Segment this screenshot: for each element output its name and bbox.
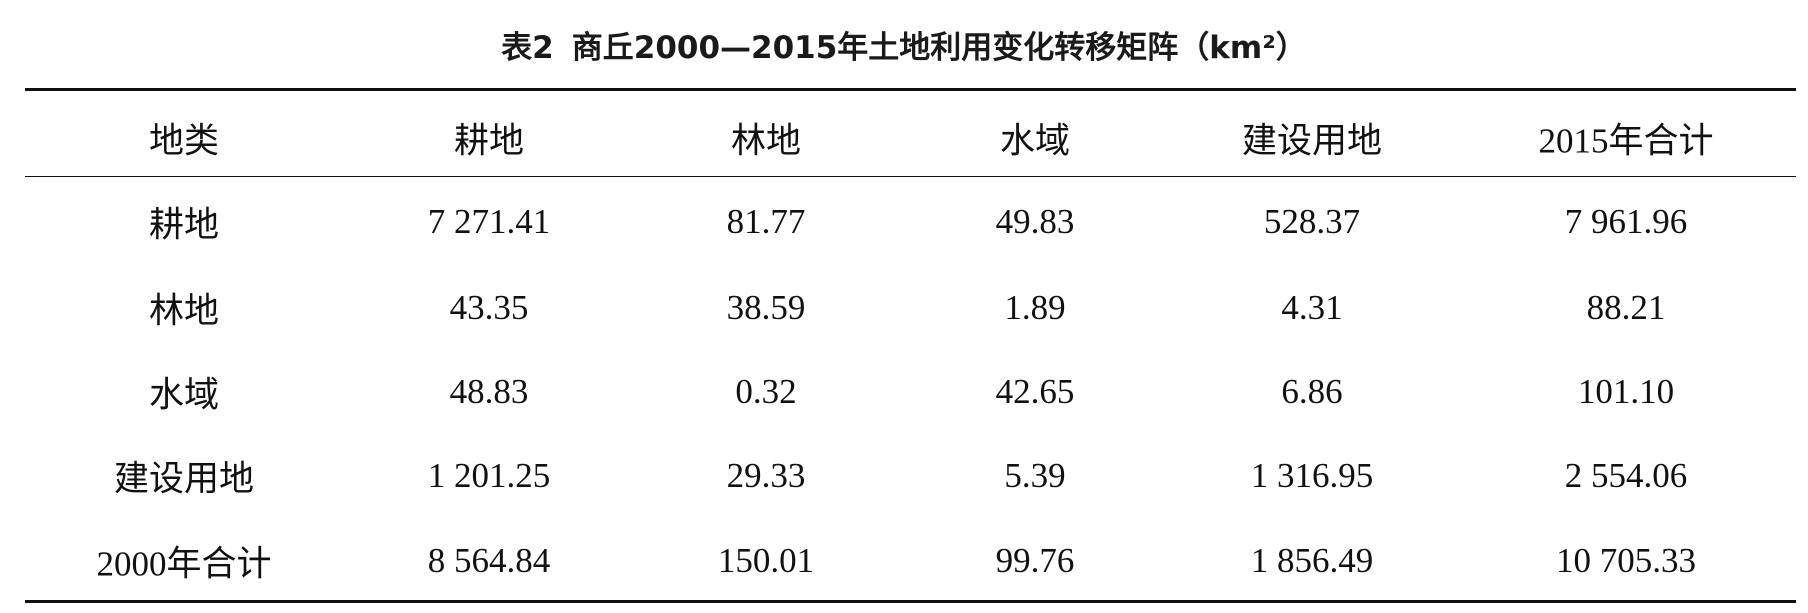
header-rule [25, 176, 1796, 177]
table-cell: 150.01 [717, 541, 815, 580]
table-cell: 29.33 [726, 456, 806, 495]
table-cell: 88.21 [1586, 288, 1666, 327]
table-cell: 7 961.96 [1564, 202, 1688, 241]
table-cell: 1 316.95 [1250, 456, 1374, 495]
row-label: 林地 [148, 291, 220, 331]
table-cell: 7 271.41 [427, 202, 551, 241]
table-cell: 8 564.84 [427, 541, 551, 580]
table-label: 表2 [501, 30, 554, 66]
title-text: 商丘2000—2015年土地利用变化转移矩阵（km²） [571, 30, 1307, 66]
table-cell: 0.32 [735, 372, 797, 411]
column-header: 耕地 [453, 121, 525, 161]
table-cell: 101.10 [1577, 372, 1675, 411]
row-label: 水域 [148, 375, 220, 415]
table-cell: 6.86 [1281, 372, 1343, 411]
column-header: 林地 [730, 121, 802, 161]
table-cell: 4.31 [1281, 288, 1343, 327]
bottom-rule [25, 600, 1796, 603]
table-cell: 10 705.33 [1556, 541, 1696, 580]
row-label: 耕地 [148, 205, 220, 245]
table-cell: 42.65 [995, 372, 1075, 411]
table-cell: 5.39 [1004, 456, 1066, 495]
column-header: 2015年合计 [1538, 121, 1714, 161]
table-cell: 99.76 [995, 541, 1075, 580]
row-label: 2000年合计 [96, 544, 272, 584]
column-header: 水域 [999, 121, 1071, 161]
row-label: 建设用地 [113, 459, 255, 499]
table-cell: 2 554.06 [1564, 456, 1688, 495]
table-cell: 81.77 [726, 202, 806, 241]
table-cell: 49.83 [995, 202, 1075, 241]
column-header: 建设用地 [1241, 121, 1383, 161]
table-cell: 43.35 [449, 288, 529, 327]
table-title: 表2 商丘2000—2015年土地利用变化转移矩阵（km²） [0, 22, 1808, 67]
column-header: 地类 [148, 121, 220, 161]
table-cell: 528.37 [1263, 202, 1361, 241]
table-cell: 38.59 [726, 288, 806, 327]
table-cell: 1.89 [1004, 288, 1066, 327]
table-cell: 1 856.49 [1250, 541, 1374, 580]
top-rule [25, 88, 1796, 91]
table-cell: 48.83 [449, 372, 529, 411]
table-cell: 1 201.25 [427, 456, 551, 495]
